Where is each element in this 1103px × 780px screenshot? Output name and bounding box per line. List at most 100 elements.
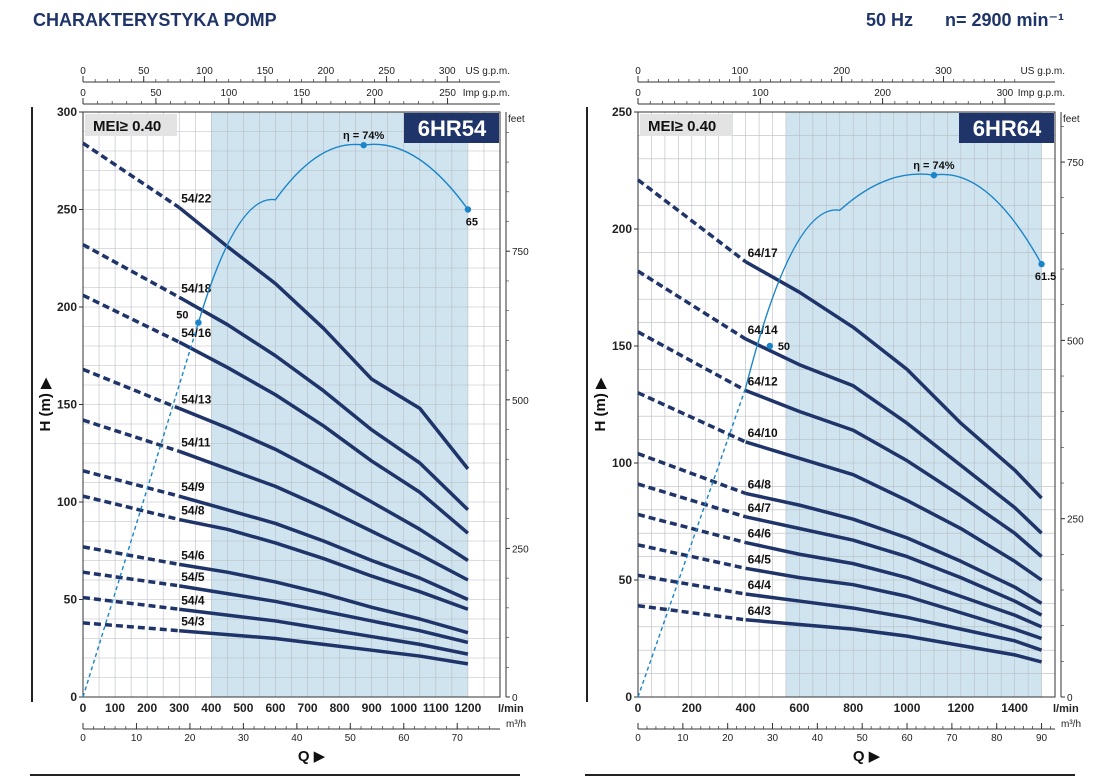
top-tick-label: 300 — [935, 66, 952, 77]
top-unit-label: US g.p.m. — [1021, 66, 1065, 77]
curve-label: 64/12 — [748, 374, 778, 388]
mei-label: MEI≥ 0.40 — [648, 118, 716, 135]
efficiency-label: η = 74% — [343, 130, 384, 142]
plot-frame — [637, 111, 1056, 698]
m3h-tick-label: 20 — [184, 733, 196, 744]
feet-tick-label: 500 — [1067, 336, 1084, 347]
y-tick-label: 0 — [625, 690, 632, 704]
curve-label: 54/5 — [181, 570, 205, 584]
m3h-tick-label: 50 — [345, 733, 357, 744]
x-tick-label: 0 — [635, 701, 642, 715]
curve-64-8 — [745, 491, 1043, 605]
m3h-unit-label: m³/h — [506, 719, 526, 730]
curve-label: 54/11 — [181, 435, 211, 449]
feet-tick-label: 250 — [1067, 515, 1084, 526]
curve-label: 54/3 — [181, 615, 205, 629]
curve-54-13 — [178, 406, 469, 562]
top-tick-label: 50 — [138, 66, 150, 77]
top-tick-label: 250 — [439, 88, 456, 99]
curve-54-4-dashed — [82, 595, 180, 611]
curve-64-14 — [744, 337, 1043, 535]
model-title: 6HR64 — [973, 116, 1042, 141]
curve-54-18-dashed — [82, 243, 181, 299]
top-unit-label: Imp g.p.m. — [1018, 88, 1065, 99]
top-unit-label: Imp g.p.m. — [463, 88, 510, 99]
top-tick-label: 100 — [196, 66, 213, 77]
feet-tick-label: 750 — [1067, 158, 1084, 169]
y-tick-label: 50 — [64, 593, 78, 607]
x-unit-label: l/min — [1053, 703, 1079, 715]
x-unit-label: l/min — [498, 703, 524, 715]
curve-label: 54/4 — [181, 593, 205, 607]
top-tick-label: 50 — [150, 88, 162, 99]
x-axis-title: Q ▶ — [853, 748, 881, 765]
curve-label: 54/8 — [181, 504, 205, 518]
model-title-box — [959, 113, 1054, 143]
top-tick-label: 250 — [378, 66, 395, 77]
x-tick-label: 200 — [137, 701, 157, 715]
curve-label: 54/6 — [181, 548, 205, 562]
curve-54-22 — [178, 206, 470, 470]
curve-label: 54/22 — [181, 192, 211, 206]
x-tick-label: 1000 — [390, 701, 417, 715]
x-axis-title: Q ▶ — [298, 748, 326, 765]
m3h-tick-label: 70 — [946, 733, 958, 744]
curve-64-10 — [745, 440, 1043, 582]
curve-label: 54/13 — [181, 392, 211, 406]
curve-64-8-dashed — [637, 451, 747, 496]
x-tick-label: 800 — [843, 701, 863, 715]
curve-64-4 — [745, 592, 1043, 652]
efficiency-label: 50 — [778, 341, 790, 353]
x-tick-label: 1200 — [455, 701, 482, 715]
curve-54-9 — [178, 494, 469, 602]
curve-label: 64/7 — [748, 501, 772, 515]
m3h-tick-label: 90 — [1036, 733, 1048, 744]
mei-box — [85, 114, 177, 136]
curve-64-5-dashed — [637, 543, 746, 571]
top-tick-label: 100 — [220, 88, 237, 99]
curve-54-11-dashed — [82, 418, 180, 453]
curve-label: 64/10 — [748, 426, 778, 440]
x-tick-label: 400 — [736, 701, 756, 715]
x-tick-label: 700 — [298, 701, 318, 715]
m3h-tick-label: 80 — [991, 733, 1003, 744]
curve-54-22-dashed — [82, 141, 181, 210]
curve-54-5-dashed — [82, 570, 180, 588]
efficiency-point — [360, 141, 367, 149]
m3h-tick-label: 70 — [452, 733, 464, 744]
feet-tick-label: 250 — [512, 544, 529, 555]
efficiency-curve — [197, 143, 469, 323]
curve-64-7 — [745, 515, 1043, 617]
mei-box — [640, 114, 732, 136]
curve-54-5 — [178, 584, 469, 645]
feet-unit-label: feet — [1063, 114, 1080, 125]
curve-54-13-dashed — [82, 367, 180, 411]
top-tick-label: 200 — [318, 66, 335, 77]
efficiency-label: 65 — [466, 217, 478, 229]
efficiency-point — [930, 171, 938, 179]
curve-label: 64/8 — [748, 477, 772, 491]
y-tick-label: 150 — [57, 398, 77, 412]
y-tick-label: 50 — [619, 573, 633, 587]
y-tick-label: 100 — [612, 456, 632, 470]
y-tick-label: 200 — [612, 222, 632, 236]
efficiency-point — [766, 342, 774, 350]
y-tick-label: 100 — [57, 495, 77, 509]
curve-label: 64/17 — [748, 246, 778, 260]
speed-label: n= 2900 min⁻¹ — [945, 10, 1065, 30]
curve-64-3 — [745, 618, 1042, 664]
curve-label: 54/16 — [181, 326, 211, 340]
top-tick-label: 200 — [874, 88, 891, 99]
curve-54-8 — [178, 517, 469, 611]
curve-64-12-dashed — [637, 330, 747, 392]
y-tick-label: 300 — [57, 105, 77, 119]
curve-64-3-dashed — [637, 604, 746, 622]
x-tick-label: 600 — [265, 701, 285, 715]
y-tick-label: 150 — [612, 339, 632, 353]
top-tick-label: 100 — [731, 66, 748, 77]
efficiency-label: 61.5 — [1035, 271, 1056, 283]
x-tick-label: 1100 — [423, 701, 449, 715]
efficiency-label: η = 74% — [913, 160, 954, 172]
efficiency-curve-dashed — [82, 322, 200, 698]
